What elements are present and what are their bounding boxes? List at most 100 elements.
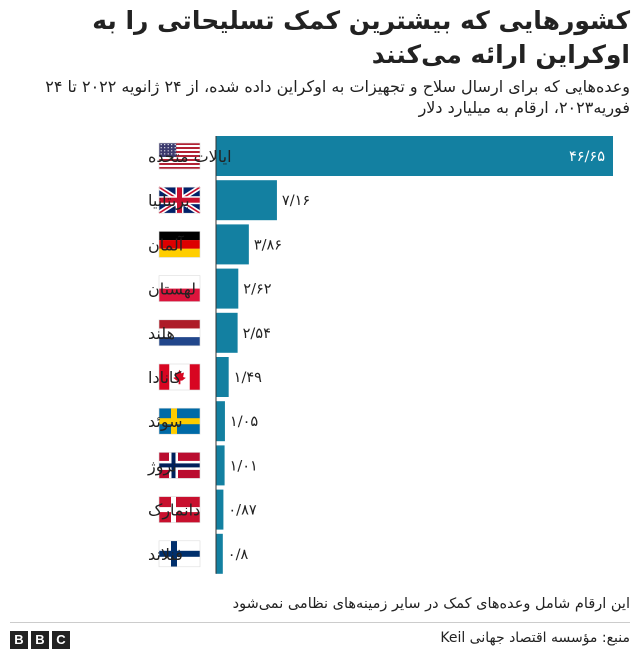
norway-flag-icon — [158, 452, 201, 479]
flag-cross — [159, 550, 200, 557]
category-label: هلند — [148, 324, 175, 343]
flag-border — [158, 540, 201, 568]
bar — [216, 136, 613, 176]
flag-border — [158, 142, 201, 170]
bar — [216, 445, 225, 486]
data-label: ۲/۵۴ — [243, 326, 271, 342]
chart-source: منبع: مؤسسه اقتصاد جهانی Keil — [440, 630, 630, 646]
flag-stripe — [159, 161, 200, 164]
bar — [216, 312, 238, 353]
bar — [216, 268, 239, 309]
flag-star — [167, 150, 169, 152]
flag-star — [174, 144, 176, 146]
category-label: لهستان — [148, 280, 196, 300]
flag-stripe — [159, 143, 200, 146]
flag-stripe — [159, 157, 200, 160]
category-label: نروژ — [147, 456, 177, 476]
flag-star — [167, 144, 169, 146]
flag-star — [164, 144, 166, 146]
canada-flag-icon — [158, 363, 201, 391]
category-label: کانادا — [148, 368, 182, 387]
bbc-logo-letter: B — [10, 631, 28, 649]
chart-footnote: این ارقام شامل وعده‌های کمک در سایر زمین… — [232, 596, 630, 612]
flag-band — [159, 231, 200, 241]
category-label: سوئد — [148, 412, 183, 432]
flag-band — [159, 248, 200, 258]
flag-stripe — [159, 167, 200, 170]
chart-subtitle: وعده‌هایی که برای ارسال سلاح و تجهیزات ب… — [45, 77, 630, 117]
chart-title: کشورهایی که بیشترین کمک تسلیحاتی را به ا… — [92, 6, 630, 69]
flag-stripe — [159, 145, 200, 148]
flag-band — [189, 364, 200, 390]
germany-flag-icon — [158, 231, 201, 258]
flag-stripe — [159, 147, 200, 150]
flag-star — [160, 150, 162, 152]
bbc-logo-letter: B — [31, 631, 49, 649]
poland-flag-icon — [158, 275, 201, 302]
flag-stripe — [159, 165, 200, 168]
flag-star — [164, 147, 166, 149]
data-label: ۴۶/۶۵ — [569, 149, 605, 165]
flag-star — [167, 147, 169, 149]
flag-stripe — [159, 155, 200, 158]
flag-border — [158, 186, 201, 214]
flag-star — [171, 150, 173, 152]
bar — [216, 401, 225, 442]
flag-border — [158, 407, 201, 435]
flag-stripe — [159, 163, 200, 166]
flag-band — [159, 337, 200, 346]
flag-border — [158, 363, 201, 391]
data-label: ۱/۴۹ — [234, 370, 262, 386]
flag-border — [158, 319, 201, 347]
flag-border — [158, 231, 201, 258]
data-label: ۱/۰۱ — [230, 458, 258, 474]
flag-stripe — [159, 159, 200, 162]
flag-star — [171, 153, 173, 155]
category-label: فنلاند — [148, 545, 183, 564]
bar — [216, 357, 229, 397]
flag-band — [159, 364, 170, 390]
flag-border — [158, 496, 201, 523]
data-label: ۲/۶۲ — [243, 282, 271, 298]
flag-stripe — [159, 151, 200, 154]
denmark-flag-icon — [158, 496, 201, 523]
flag-cross — [159, 418, 200, 425]
flag-star — [174, 153, 176, 155]
flag-band — [159, 275, 200, 289]
data-label: ۰/۸۷ — [228, 503, 256, 519]
flag-stripe — [159, 153, 200, 156]
data-label: ۷/۱۶ — [282, 193, 310, 209]
flag-star — [174, 150, 176, 152]
flag-cross — [159, 463, 200, 468]
bar-chart: ۴۶/۶۵ ایالات متحده ۷/۱۶ بریتانیا ۳/۸۶ آلمان ۲/… — [147, 136, 613, 574]
bar — [216, 180, 277, 221]
flag-star — [160, 147, 162, 149]
category-label: دانمارک — [148, 501, 200, 521]
flag-star — [171, 147, 173, 149]
footer-divider — [10, 622, 630, 623]
flag-cross — [159, 507, 200, 513]
bar — [216, 224, 249, 265]
flag-border — [158, 275, 201, 302]
flag-star — [171, 144, 173, 146]
data-label: ۳/۸۶ — [254, 237, 282, 253]
flag-cross — [159, 197, 200, 203]
bar — [216, 489, 224, 530]
us-flag-icon — [158, 142, 201, 170]
netherlands-flag-icon — [158, 319, 201, 347]
category-label: آلمان — [148, 235, 185, 254]
category-label: بریتانیا — [148, 191, 190, 211]
flag-border — [158, 452, 201, 479]
bar — [216, 533, 223, 574]
flag-star — [167, 153, 169, 155]
bbc-logo: B B C — [10, 631, 70, 649]
uk-flag-icon — [157, 185, 202, 216]
sweden-flag-icon — [158, 407, 201, 435]
maple-leaf-icon — [173, 369, 186, 385]
flag-band — [159, 328, 200, 338]
category-label: ایالات متحده — [148, 147, 232, 166]
bbc-logo-letter: C — [52, 631, 70, 649]
flag-band — [159, 319, 200, 329]
flag-band — [159, 240, 200, 249]
flag-star — [174, 147, 176, 149]
